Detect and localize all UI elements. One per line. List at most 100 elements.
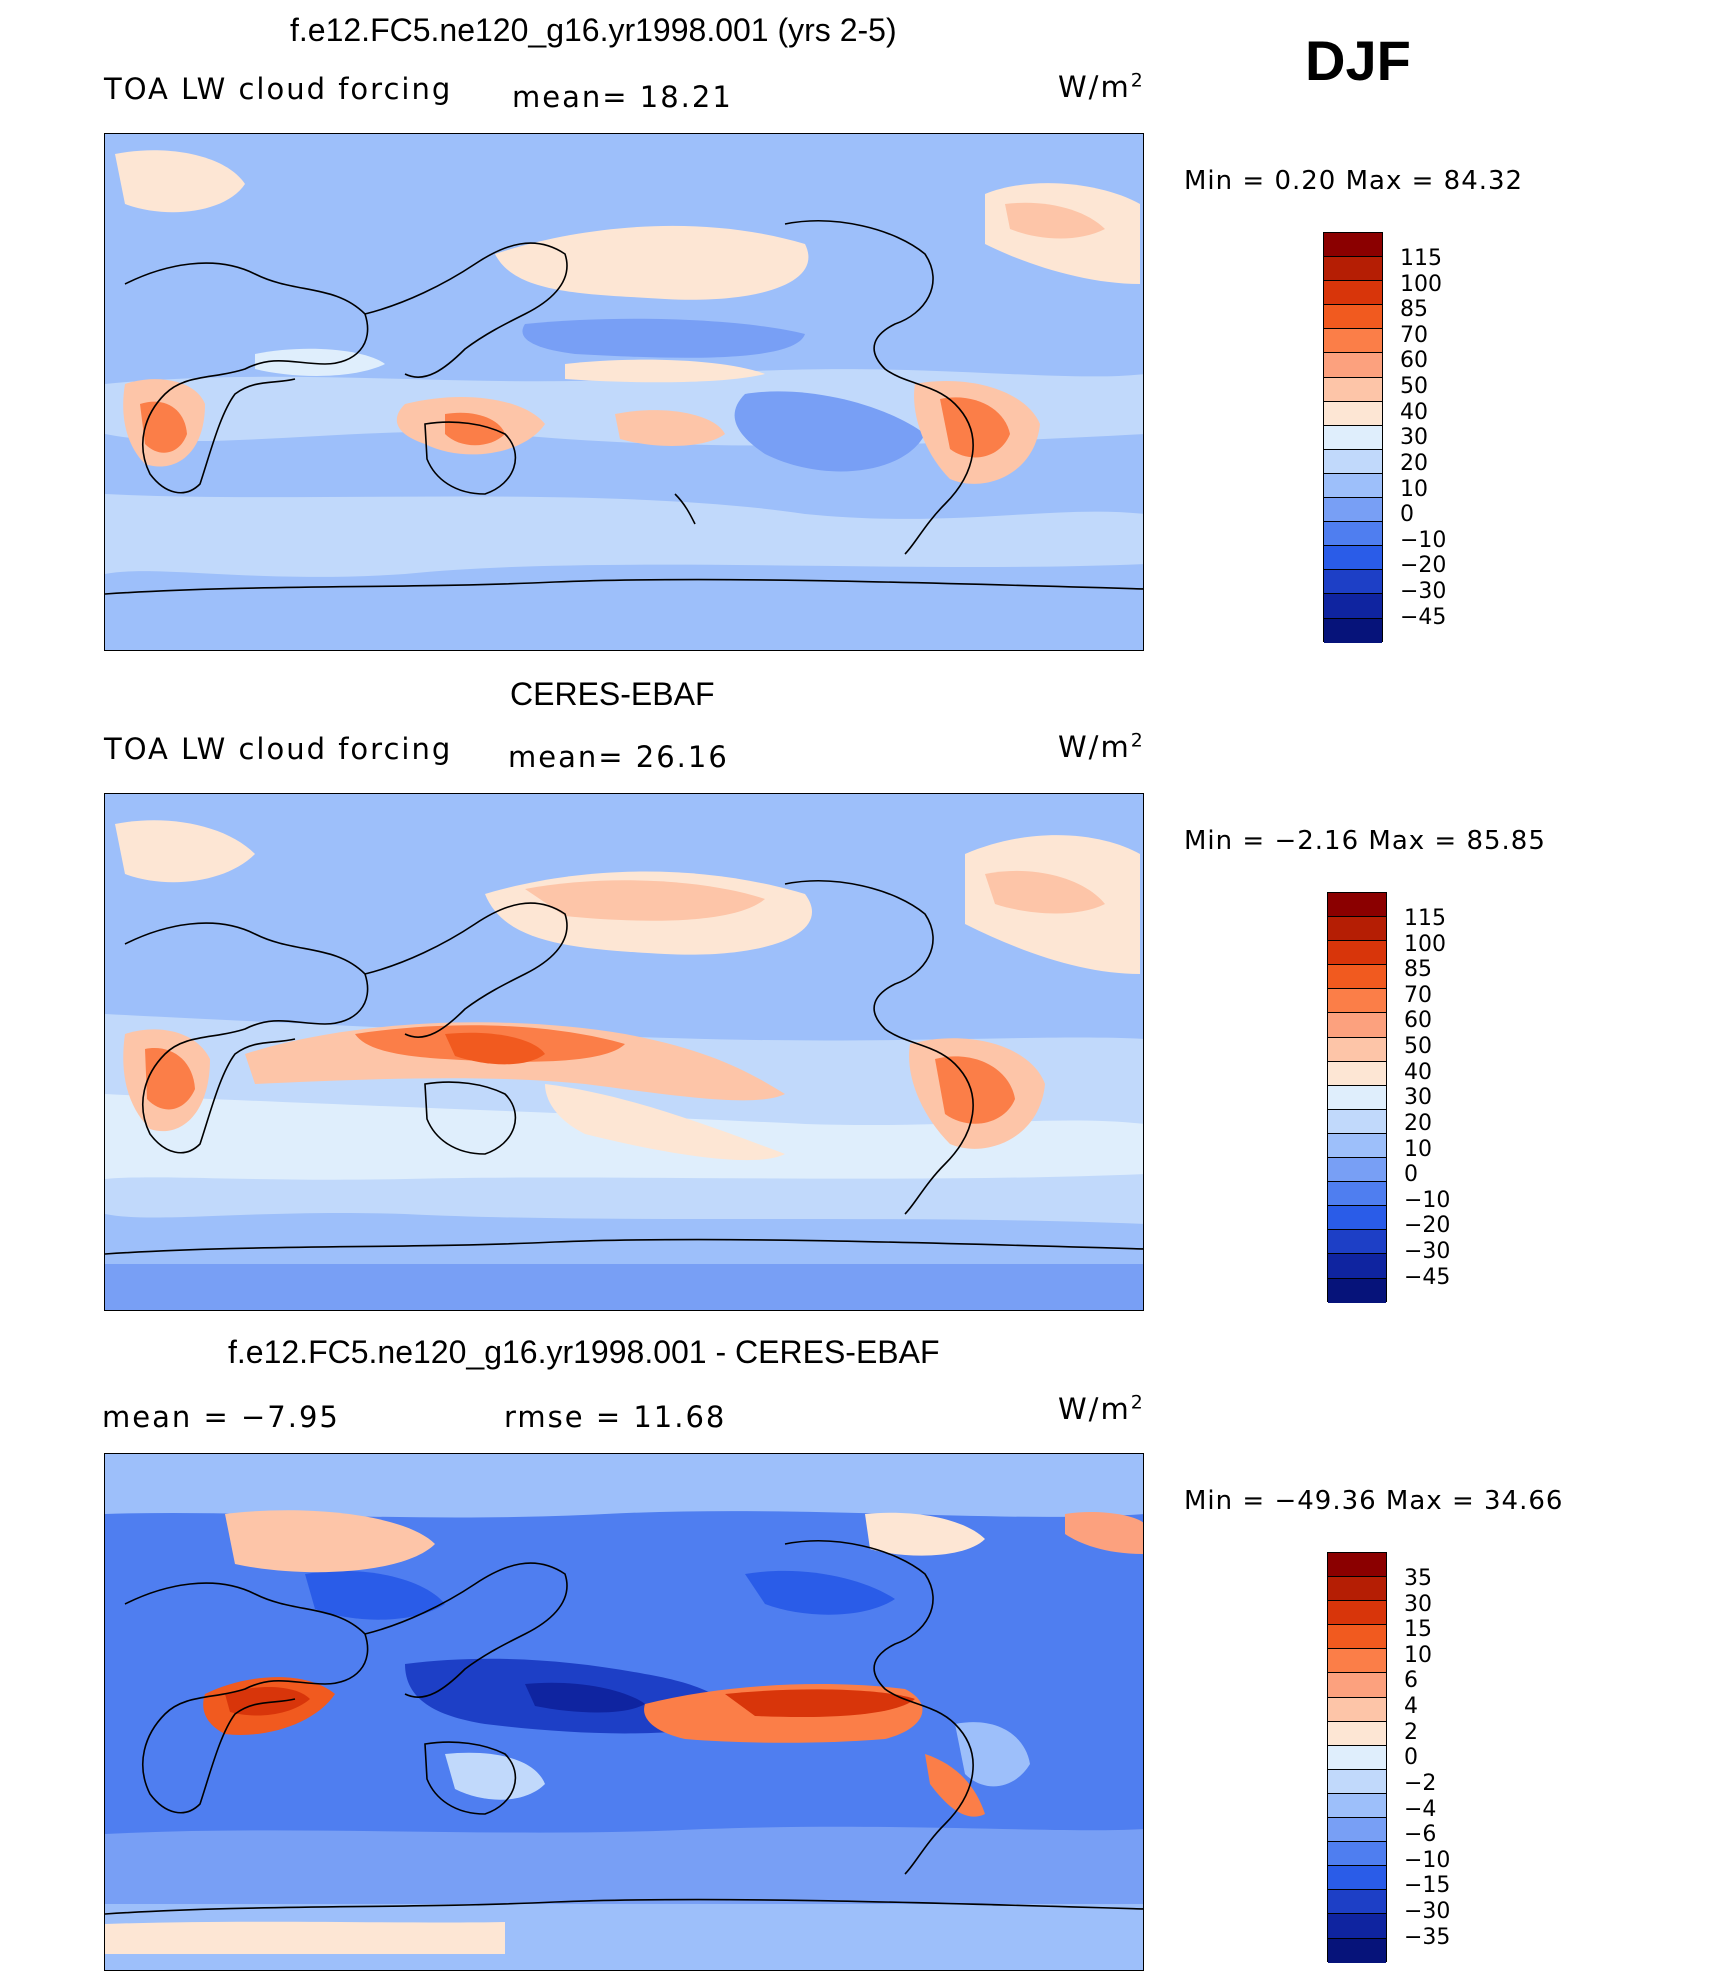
- colorbar-tick-label: −30: [1400, 579, 1447, 604]
- panel-1-title: f.e12.FC5.ne120_g16.yr1998.001 (yrs 2-5): [290, 12, 897, 48]
- panel-3-map: [104, 1453, 1144, 1971]
- colorbar-tick-label: 0: [1404, 1162, 1418, 1187]
- panel-3-units: W/m2: [1058, 1392, 1145, 1426]
- panel-3-colorbar-swatch: [1328, 1914, 1386, 1939]
- colorbar-tick-label: 10: [1404, 1643, 1432, 1668]
- colorbar-tick-label: 10: [1404, 1137, 1432, 1162]
- panel-1-field-label: TOA LW cloud forcing: [104, 72, 453, 106]
- panel-3-colorbar-swatch: [1328, 1818, 1386, 1843]
- panel-2-colorbar-swatch: [1328, 1230, 1386, 1255]
- panel-1-colorbar-swatch: [1324, 546, 1382, 571]
- panel-3-colorbar-swatch: [1328, 1793, 1386, 1819]
- colorbar-tick-label: 100: [1404, 932, 1446, 957]
- colorbar-tick-label: 60: [1404, 1008, 1432, 1033]
- panel-3-colorbar-swatch: [1328, 1577, 1386, 1602]
- panel-1-map: [104, 133, 1144, 651]
- colorbar-tick-label: 15: [1404, 1617, 1432, 1642]
- colorbar-tick-label: 115: [1400, 246, 1442, 271]
- panel-2-colorbar-swatch: [1328, 1085, 1386, 1110]
- panel-2-colorbar-swatch: [1328, 1254, 1386, 1279]
- colorbar-tick-label: 70: [1404, 983, 1432, 1008]
- panel-3-colorbar-swatch: [1328, 1938, 1386, 1963]
- colorbar-tick-label: −4: [1404, 1797, 1437, 1822]
- panel-3-colorbar-swatch: [1328, 1745, 1386, 1770]
- colorbar-tick-label: 0: [1404, 1745, 1418, 1770]
- panel-1-colorbar-swatch: [1324, 329, 1382, 354]
- colorbar-tick-label: 85: [1400, 297, 1428, 322]
- panel-1-colorbar: [1323, 232, 1383, 643]
- colorbar-tick-label: −45: [1404, 1265, 1451, 1290]
- colorbar-tick-label: 6: [1404, 1668, 1418, 1693]
- panel-3-colorbar-swatch: [1328, 1769, 1386, 1794]
- panel-1-colorbar-swatch: [1324, 522, 1382, 547]
- colorbar-tick-label: 20: [1404, 1111, 1432, 1136]
- panel-2-colorbar-swatch: [1328, 893, 1386, 918]
- colorbar-tick-label: 2: [1404, 1720, 1418, 1745]
- colorbar-tick-label: 4: [1404, 1694, 1418, 1719]
- panel-3-colorbar-swatch: [1328, 1866, 1386, 1891]
- panel-1-colorbar-swatch: [1324, 425, 1382, 450]
- colorbar-tick-label: −30: [1404, 1239, 1451, 1264]
- colorbar-tick-label: 50: [1404, 1034, 1432, 1059]
- panel-1-colorbar-swatch: [1324, 257, 1382, 282]
- colorbar-tick-label: 30: [1400, 425, 1428, 450]
- panel-1-colorbar-swatch: [1324, 618, 1382, 643]
- panel-1-units: W/m2: [1058, 70, 1145, 104]
- panel-3-colorbar-swatch: [1328, 1553, 1386, 1578]
- panel-3-colorbar-swatch: [1328, 1673, 1386, 1698]
- panel-3-rmse: rmse = 11.68: [504, 1400, 727, 1434]
- panel-1-colorbar-swatch: [1324, 281, 1382, 306]
- season-label: DJF: [1305, 29, 1411, 92]
- panel-3-title: f.e12.FC5.ne120_g16.yr1998.001 - CERES-E…: [228, 1334, 940, 1370]
- colorbar-tick-label: −30: [1404, 1899, 1451, 1924]
- panel-2-field-label: TOA LW cloud forcing: [104, 732, 453, 766]
- panel-1-mean: mean= 18.21: [512, 80, 733, 114]
- panel-1-colorbar-swatch: [1324, 473, 1382, 499]
- panel-2-colorbar-swatch: [1328, 1037, 1386, 1062]
- panel-2-minmax: Min = −2.16 Max = 85.85: [1184, 826, 1546, 856]
- panel-2-map: [104, 793, 1144, 1311]
- colorbar-tick-label: 30: [1404, 1592, 1432, 1617]
- panel-2-colorbar-swatch: [1328, 1133, 1386, 1159]
- colorbar-tick-label: 85: [1404, 957, 1432, 982]
- colorbar-tick-label: 50: [1400, 374, 1428, 399]
- panel-1-colorbar-swatch: [1324, 401, 1382, 426]
- panel-1-colorbar-swatch: [1324, 570, 1382, 595]
- colorbar-tick-label: 70: [1400, 323, 1428, 348]
- panel-2-colorbar-swatch: [1328, 1158, 1386, 1183]
- panel-3-colorbar-swatch: [1328, 1842, 1386, 1867]
- panel-2-colorbar-swatch: [1328, 1061, 1386, 1086]
- panel-1-colorbar-swatch: [1324, 498, 1382, 523]
- panel-2-colorbar-swatch: [1328, 989, 1386, 1014]
- colorbar-tick-label: 40: [1400, 400, 1428, 425]
- panel-3-colorbar-swatch: [1328, 1697, 1386, 1722]
- colorbar-tick-label: 30: [1404, 1085, 1432, 1110]
- panel-3-colorbar-swatch: [1328, 1601, 1386, 1626]
- panel-2-colorbar-swatch: [1328, 1109, 1386, 1134]
- panel-2-colorbar: [1327, 892, 1387, 1303]
- panel-3-colorbar-swatch: [1328, 1625, 1386, 1650]
- panel-2-title: CERES-EBAF: [510, 676, 715, 712]
- panel-3-colorbar: [1327, 1552, 1387, 1963]
- colorbar-tick-label: 60: [1400, 348, 1428, 373]
- panel-1-minmax: Min = 0.20 Max = 84.32: [1184, 166, 1524, 196]
- panel-2-colorbar-swatch: [1328, 1013, 1386, 1038]
- colorbar-tick-label: −2: [1404, 1771, 1437, 1796]
- colorbar-tick-label: −35: [1404, 1925, 1451, 1950]
- panel-2-colorbar-swatch: [1328, 1182, 1386, 1207]
- colorbar-tick-label: 10: [1400, 477, 1428, 502]
- panel-3-colorbar-swatch: [1328, 1721, 1386, 1746]
- panel-3-colorbar-swatch: [1328, 1890, 1386, 1915]
- colorbar-tick-label: 100: [1400, 272, 1442, 297]
- colorbar-tick-label: 115: [1404, 906, 1446, 931]
- panel-2-colorbar-swatch: [1328, 1278, 1386, 1303]
- panel-2-units: W/m2: [1058, 730, 1145, 764]
- panel-3-mean: mean = −7.95: [102, 1400, 340, 1434]
- panel-2-mean: mean= 26.16: [508, 740, 729, 774]
- panel-1-colorbar-swatch: [1324, 305, 1382, 330]
- panel-2-colorbar-swatch: [1328, 1206, 1386, 1231]
- colorbar-tick-label: −45: [1400, 605, 1447, 630]
- colorbar-tick-label: 35: [1404, 1566, 1432, 1591]
- panel-3-minmax: Min = −49.36 Max = 34.66: [1184, 1486, 1564, 1516]
- colorbar-tick-label: −15: [1404, 1873, 1451, 1898]
